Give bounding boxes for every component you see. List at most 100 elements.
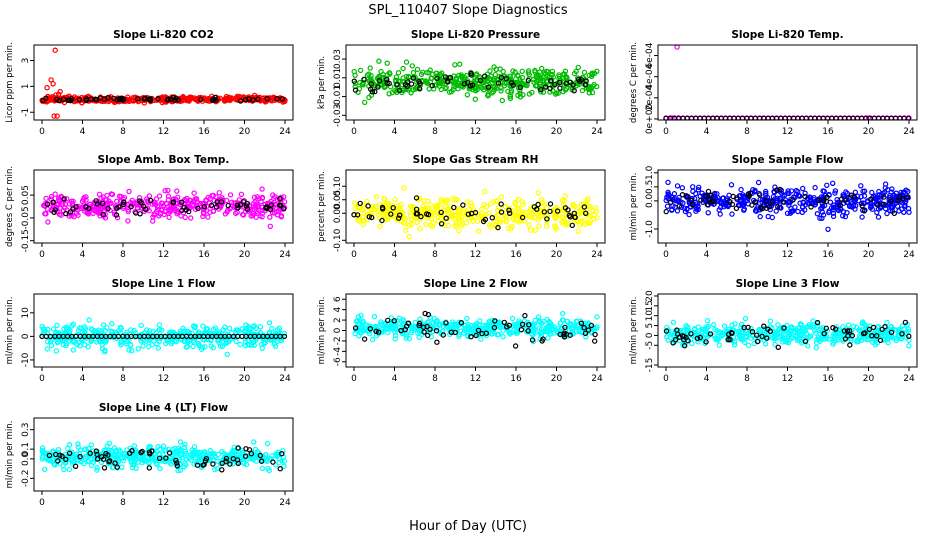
- data-point: [841, 328, 848, 334]
- data-point: [705, 188, 712, 195]
- data-point: [592, 331, 598, 338]
- data-point: [536, 206, 542, 213]
- y-axis-label: ml/min per min.: [317, 297, 327, 365]
- x-tick-label: 16: [822, 374, 834, 384]
- y-tick-label: 0.05: [21, 185, 31, 205]
- data-point: [219, 467, 225, 473]
- data-point: [820, 212, 827, 218]
- data-point: [493, 198, 500, 205]
- data-point: [94, 451, 100, 458]
- data-point: [866, 326, 873, 333]
- data-point: [420, 324, 427, 330]
- data-point: [784, 329, 791, 335]
- data-point: [558, 320, 564, 326]
- data-point: [39, 456, 46, 462]
- data-point: [582, 81, 589, 88]
- data-point: [402, 326, 408, 333]
- x-tick-label: 24: [903, 250, 915, 260]
- data-point: [688, 197, 694, 204]
- data-point: [438, 209, 444, 216]
- data-point: [180, 325, 186, 331]
- data-point: [773, 208, 779, 214]
- data-point: [885, 339, 891, 346]
- data-point: [166, 450, 173, 456]
- data-point: [160, 452, 166, 458]
- data-point: [75, 444, 82, 450]
- data-point: [758, 204, 764, 211]
- data-points: [39, 439, 288, 474]
- data-point: [498, 74, 505, 81]
- x-tick-label: 16: [510, 250, 522, 260]
- data-point: [203, 97, 209, 103]
- y-axis-label: ml/min per min.: [5, 297, 15, 365]
- data-point: [525, 328, 531, 334]
- data-point: [445, 215, 451, 221]
- data-point: [200, 209, 207, 216]
- data-point: [524, 329, 530, 335]
- data-point: [704, 318, 711, 324]
- data-point: [242, 342, 249, 349]
- data-point: [214, 465, 220, 472]
- data-point: [460, 330, 467, 336]
- data-point: [523, 212, 530, 218]
- data-point: [581, 204, 588, 210]
- data-point: [797, 200, 803, 206]
- data-point: [174, 460, 180, 466]
- data-point: [376, 58, 382, 64]
- data-point: [899, 195, 906, 202]
- data-point: [192, 196, 198, 202]
- data-point: [140, 203, 147, 210]
- data-point: [716, 329, 723, 335]
- data-point: [188, 457, 194, 463]
- data-point: [575, 64, 582, 71]
- y-tick-label: -1.0: [645, 220, 655, 238]
- x-tick-label: 20: [239, 250, 251, 260]
- data-point: [71, 338, 77, 344]
- data-point: [448, 88, 455, 95]
- data-point: [73, 204, 79, 210]
- data-point: [258, 458, 265, 464]
- data-point: [233, 338, 239, 345]
- data-point: [146, 465, 152, 471]
- data-point: [409, 63, 415, 69]
- data-point: [882, 324, 888, 330]
- data-point: [537, 213, 544, 220]
- data-point: [729, 211, 735, 217]
- data-point: [114, 205, 120, 211]
- data-point: [172, 445, 178, 452]
- data-point: [259, 210, 266, 216]
- data-point: [93, 448, 100, 454]
- data-point: [222, 324, 228, 330]
- data-point: [155, 345, 161, 351]
- data-point: [155, 96, 161, 102]
- data-point: [717, 211, 723, 217]
- chart-title: Slope Line 3 Flow: [736, 278, 840, 290]
- data-point: [156, 327, 162, 333]
- data-point: [676, 194, 682, 201]
- data-point: [733, 205, 740, 212]
- data-point: [168, 340, 175, 347]
- y-tick-label: 2: [333, 317, 343, 323]
- data-point: [207, 447, 213, 454]
- data-point: [905, 194, 911, 200]
- x-tick-label: 16: [198, 374, 210, 384]
- data-point: [267, 214, 273, 220]
- data-point: [535, 314, 542, 320]
- data-point: [483, 332, 490, 339]
- data-point: [579, 87, 586, 94]
- x-tick-label: 20: [239, 127, 251, 137]
- data-point: [86, 205, 92, 212]
- data-point: [129, 348, 135, 354]
- data-point: [362, 99, 368, 106]
- data-point: [785, 188, 791, 194]
- data-point: [807, 333, 813, 339]
- data-point: [135, 96, 141, 102]
- data-point: [223, 455, 230, 462]
- data-point: [673, 198, 679, 204]
- data-point: [445, 78, 451, 85]
- data-point: [594, 314, 600, 320]
- data-point: [866, 336, 872, 343]
- data-point: [378, 321, 384, 327]
- data-point: [402, 220, 408, 226]
